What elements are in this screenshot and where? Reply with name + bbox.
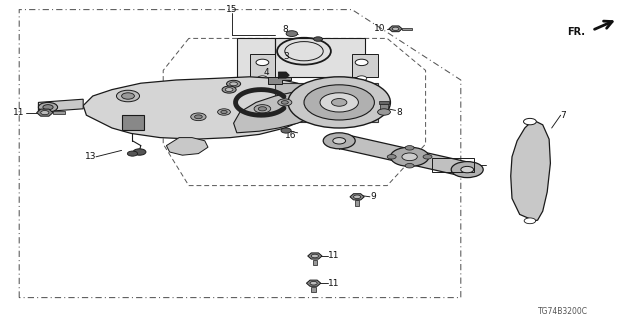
Polygon shape bbox=[275, 83, 378, 122]
Circle shape bbox=[524, 218, 536, 224]
Text: 8: 8 bbox=[282, 25, 288, 34]
Polygon shape bbox=[350, 194, 364, 200]
Circle shape bbox=[282, 101, 288, 104]
Polygon shape bbox=[36, 109, 53, 116]
Text: 2: 2 bbox=[152, 125, 158, 134]
Circle shape bbox=[392, 27, 399, 30]
Circle shape bbox=[225, 88, 233, 92]
Circle shape bbox=[314, 37, 323, 41]
Polygon shape bbox=[234, 91, 323, 133]
Text: 9: 9 bbox=[370, 192, 376, 201]
Text: 15: 15 bbox=[226, 5, 237, 14]
Circle shape bbox=[355, 59, 368, 66]
Polygon shape bbox=[312, 260, 317, 265]
Text: 11: 11 bbox=[328, 252, 340, 260]
Circle shape bbox=[524, 118, 536, 125]
Circle shape bbox=[387, 155, 396, 159]
Text: 11: 11 bbox=[13, 108, 24, 117]
Text: 3: 3 bbox=[284, 52, 289, 61]
Circle shape bbox=[43, 105, 53, 110]
Polygon shape bbox=[122, 115, 144, 130]
Circle shape bbox=[353, 195, 361, 199]
Circle shape bbox=[230, 82, 237, 86]
Text: TG74B3200C: TG74B3200C bbox=[538, 308, 588, 316]
Polygon shape bbox=[307, 280, 321, 286]
Circle shape bbox=[221, 110, 227, 114]
Circle shape bbox=[286, 31, 298, 36]
Circle shape bbox=[227, 80, 241, 87]
Polygon shape bbox=[237, 38, 365, 86]
Circle shape bbox=[222, 86, 236, 93]
Circle shape bbox=[218, 109, 230, 115]
Text: FR.: FR. bbox=[568, 27, 586, 37]
Circle shape bbox=[423, 155, 432, 159]
Text: 4: 4 bbox=[263, 68, 269, 76]
Circle shape bbox=[332, 99, 347, 106]
Polygon shape bbox=[333, 134, 473, 176]
Polygon shape bbox=[53, 111, 65, 114]
Polygon shape bbox=[166, 138, 208, 155]
Text: 6: 6 bbox=[221, 86, 227, 95]
Circle shape bbox=[256, 59, 269, 66]
Circle shape bbox=[451, 162, 483, 178]
Circle shape bbox=[323, 133, 355, 149]
Circle shape bbox=[254, 105, 271, 113]
Polygon shape bbox=[38, 99, 83, 112]
Polygon shape bbox=[402, 28, 412, 30]
Circle shape bbox=[191, 113, 206, 121]
Circle shape bbox=[278, 99, 292, 106]
Circle shape bbox=[405, 164, 414, 168]
Circle shape bbox=[310, 281, 317, 285]
Circle shape bbox=[304, 85, 374, 120]
Polygon shape bbox=[83, 77, 320, 139]
Polygon shape bbox=[389, 26, 402, 32]
Circle shape bbox=[122, 93, 134, 99]
Text: 5: 5 bbox=[239, 96, 244, 105]
Circle shape bbox=[320, 93, 358, 112]
Circle shape bbox=[281, 128, 291, 133]
Text: 14: 14 bbox=[198, 91, 210, 100]
Polygon shape bbox=[312, 287, 316, 292]
Circle shape bbox=[311, 254, 319, 258]
Circle shape bbox=[127, 151, 138, 156]
Circle shape bbox=[41, 111, 49, 115]
Polygon shape bbox=[379, 101, 389, 104]
Circle shape bbox=[38, 102, 58, 112]
Circle shape bbox=[390, 147, 429, 166]
Text: 16: 16 bbox=[285, 131, 296, 140]
Circle shape bbox=[378, 109, 390, 115]
Circle shape bbox=[257, 76, 268, 81]
Circle shape bbox=[461, 166, 474, 173]
Text: 11: 11 bbox=[328, 279, 340, 288]
Text: 8: 8 bbox=[397, 108, 403, 116]
Polygon shape bbox=[250, 54, 275, 77]
Circle shape bbox=[195, 115, 202, 119]
Polygon shape bbox=[355, 200, 360, 206]
Polygon shape bbox=[278, 72, 289, 78]
Circle shape bbox=[288, 77, 390, 128]
Polygon shape bbox=[511, 120, 550, 221]
Polygon shape bbox=[352, 54, 378, 77]
Polygon shape bbox=[308, 253, 322, 259]
Circle shape bbox=[258, 107, 267, 111]
Circle shape bbox=[405, 146, 414, 150]
Polygon shape bbox=[380, 104, 388, 112]
Text: 10: 10 bbox=[374, 24, 385, 33]
Circle shape bbox=[333, 138, 346, 144]
Circle shape bbox=[116, 90, 140, 102]
Circle shape bbox=[356, 76, 367, 81]
Polygon shape bbox=[268, 77, 291, 84]
Text: 1: 1 bbox=[451, 161, 456, 170]
Text: 7: 7 bbox=[561, 111, 566, 120]
Text: 13: 13 bbox=[84, 152, 96, 161]
Circle shape bbox=[402, 153, 417, 161]
Circle shape bbox=[133, 149, 146, 155]
